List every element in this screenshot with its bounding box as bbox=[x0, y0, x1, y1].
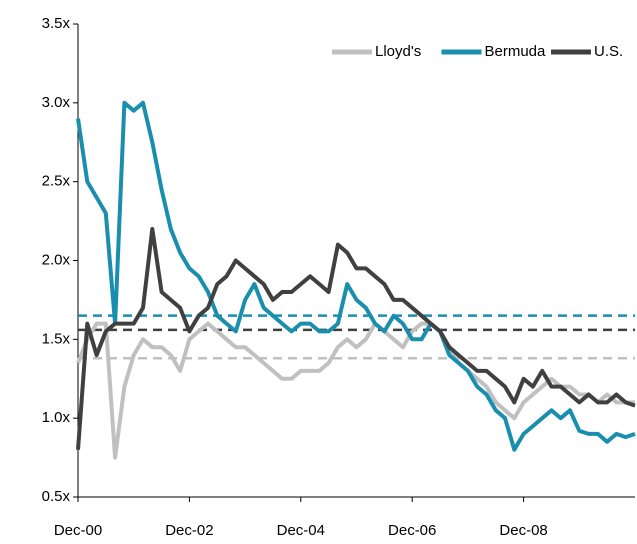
y-tick-label: 2.5x bbox=[42, 173, 71, 190]
y-tick-label: 0.5x bbox=[42, 488, 71, 505]
x-tick-label: Dec-02 bbox=[165, 522, 213, 539]
legend-label: Lloyd's bbox=[375, 43, 421, 60]
series-line bbox=[76, 100, 636, 452]
legend-label: Bermuda bbox=[485, 43, 547, 60]
y-tick-label: 3.5x bbox=[42, 15, 71, 32]
series-line bbox=[76, 321, 635, 460]
series-line bbox=[76, 227, 636, 450]
x-tick-label: Dec-06 bbox=[388, 522, 436, 539]
y-tick-label: 1.5x bbox=[42, 330, 71, 347]
y-tick-label: 2.0x bbox=[42, 251, 71, 268]
y-tick-label: 1.0x bbox=[42, 409, 71, 426]
x-tick-label: Dec-04 bbox=[277, 522, 325, 539]
x-tick-label: Dec-00 bbox=[54, 522, 102, 539]
y-tick-label: 3.0x bbox=[42, 94, 71, 111]
legend-label: U.S. bbox=[594, 43, 623, 60]
x-tick-label: Dec-08 bbox=[499, 522, 547, 539]
